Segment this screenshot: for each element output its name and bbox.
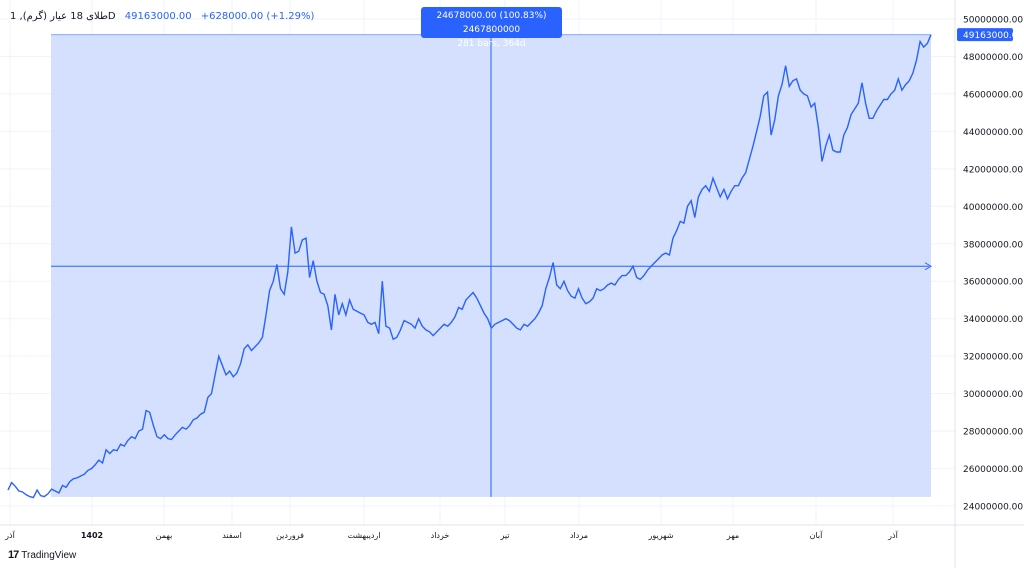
x-tick-label: شهریور — [647, 531, 673, 540]
measure-tooltip-line2: 281 bars, 364d — [457, 39, 526, 49]
last-price-label-text: 49163000.00 — [963, 31, 1023, 41]
tradingview-brand[interactable]: 17 TradingView — [8, 549, 76, 561]
last-price-label-bg — [957, 28, 1013, 42]
measure-arrow-head-right — [924, 262, 932, 271]
x-tick-label: مهر — [726, 531, 739, 540]
last-value: 49163000.00 — [124, 11, 192, 22]
brand-name: TradingView — [21, 549, 77, 561]
chart-legend: طلای 18 عیار (گرم), 1D 49163000.00 +6280… — [10, 11, 314, 22]
x-tick-label: بهمن — [156, 531, 173, 540]
symbol-title[interactable]: طلای 18 عیار (گرم), 1D — [10, 11, 116, 22]
price-line — [7, 34, 932, 499]
last-price-label: 49163000.00 — [957, 28, 1023, 42]
y-tick-label: 36000000.00 — [963, 278, 1023, 288]
x-tick-label: اردیبهشت — [348, 531, 381, 540]
y-tick-label: 48000000.00 — [963, 53, 1023, 63]
y-tick-label: 38000000.00 — [963, 240, 1023, 250]
x-tick-label: خرداد — [431, 531, 450, 540]
x-tick-label: آبان — [810, 530, 824, 540]
x-tick-label: 1402 — [81, 531, 103, 540]
measure-tooltip: 24678000.00 (100.83%) 2467800000 281 bar… — [421, 7, 562, 49]
change-value: +628000.00 (+1.29%) — [200, 11, 315, 22]
y-tick-label: 44000000.00 — [963, 128, 1023, 138]
measure-tooltip-line1: 24678000.00 (100.83%) 2467800000 — [436, 11, 547, 35]
y-tick-label: 32000000.00 — [963, 353, 1023, 363]
x-tick-label: مرداد — [570, 531, 588, 540]
y-tick-label: 42000000.00 — [963, 165, 1023, 175]
time-axis[interactable]: آذر 1402 بهمن اسفند فروردین اردیبهشت خرداد تیر م… — [4, 530, 898, 540]
x-tick-label: تیر — [499, 531, 509, 540]
tradingview-logo-icon: 17 — [8, 549, 19, 561]
y-tick-label: 34000000.00 — [963, 315, 1023, 325]
y-tick-label: 40000000.00 — [963, 203, 1023, 213]
x-tick-label: آذر — [4, 530, 15, 540]
y-tick-label: 26000000.00 — [963, 465, 1023, 475]
y-tick-label: 46000000.00 — [963, 90, 1023, 100]
y-tick-label: 30000000.00 — [963, 390, 1023, 400]
y-tick-label: 28000000.00 — [963, 428, 1023, 438]
y-tick-label: 24000000.00 — [963, 503, 1023, 513]
x-tick-label: فروردین — [276, 531, 304, 540]
price-axis[interactable]: 24000000.00 26000000.00 28000000.00 3000000… — [963, 16, 1023, 513]
y-tick-label: 50000000.00 — [963, 16, 1023, 26]
x-tick-label: اسفند — [222, 531, 242, 540]
x-tick-label: آذر — [887, 530, 898, 540]
